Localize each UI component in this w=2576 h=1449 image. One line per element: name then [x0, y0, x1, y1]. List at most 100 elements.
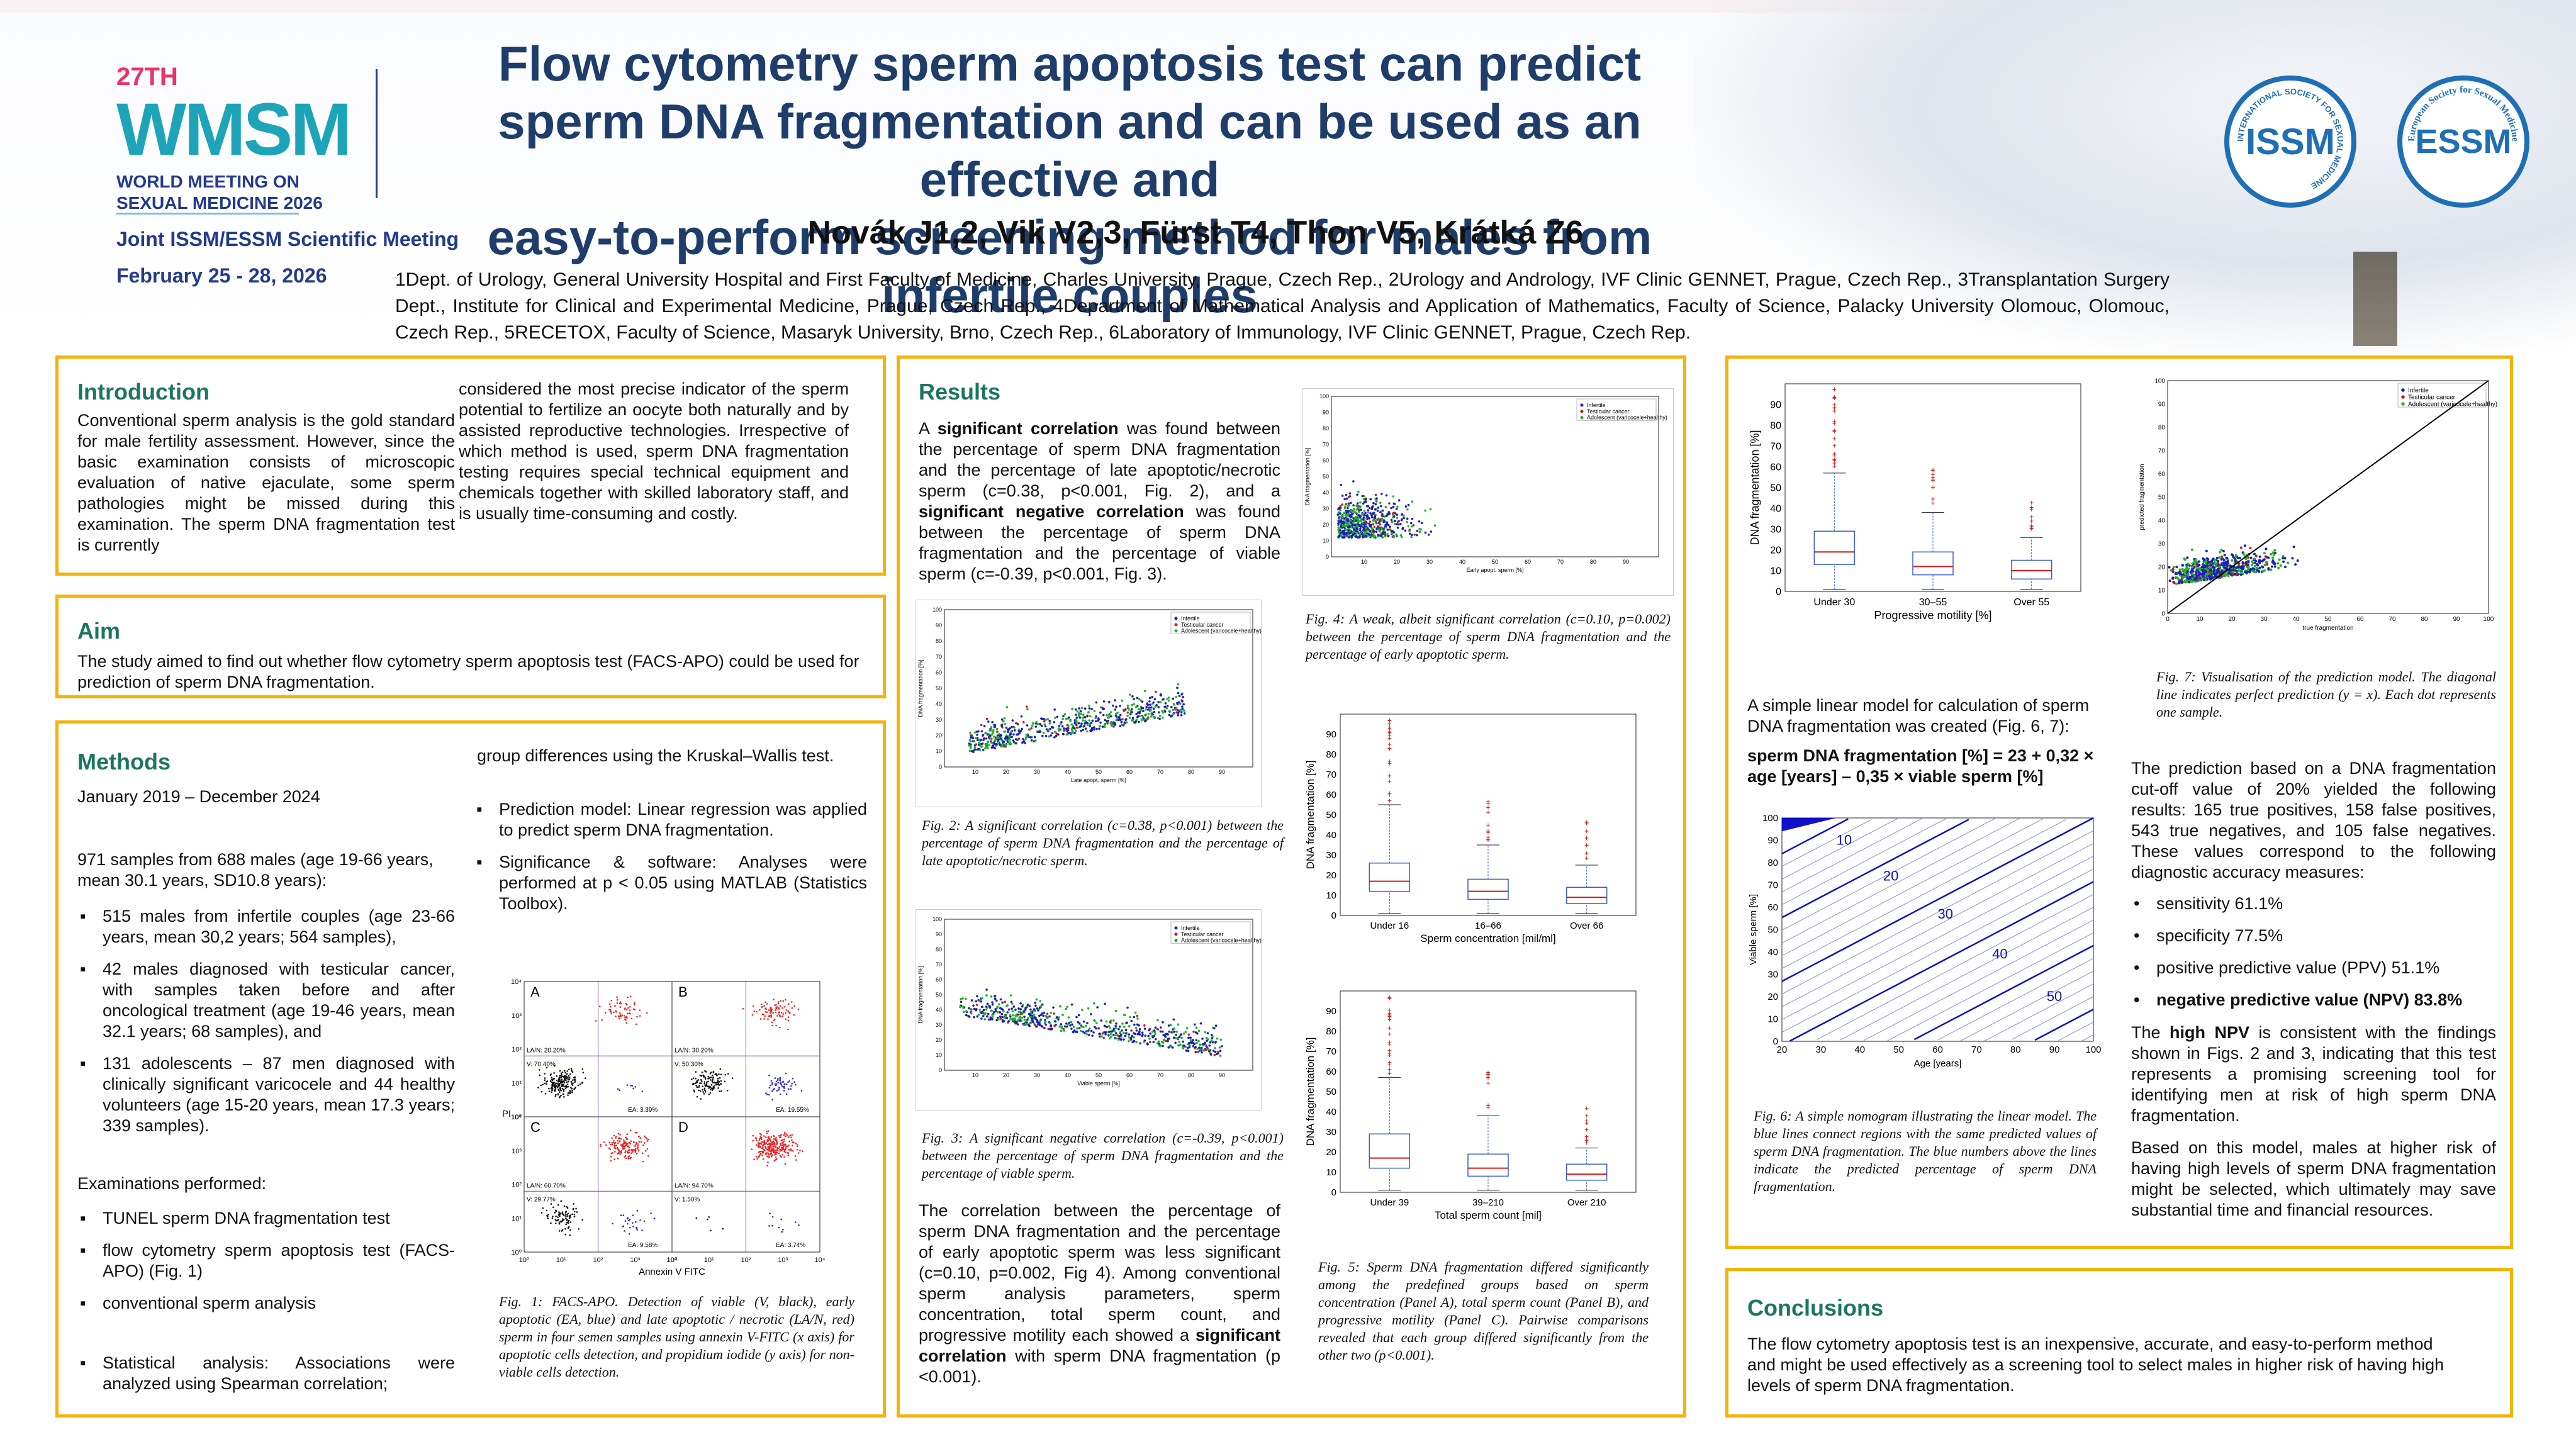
- legend-label: Infertile: [1181, 615, 1200, 622]
- data-point: [1221, 1044, 1223, 1048]
- v-gate-label: V: 1.50%: [675, 1196, 700, 1203]
- outlier: +: [1387, 1051, 1392, 1060]
- y-tick-label: 70: [1326, 1046, 1336, 1057]
- data-point: [983, 725, 986, 727]
- cell-event: [780, 1000, 782, 1002]
- cell-event: [625, 1002, 627, 1005]
- cell-event: [627, 1158, 630, 1160]
- data-point: [1011, 1010, 1014, 1012]
- data-point: [1054, 730, 1056, 733]
- data-point: [1433, 524, 1436, 527]
- data-point: [1001, 1001, 1004, 1004]
- y-tick-label: 80: [2158, 424, 2166, 431]
- cell-event: [620, 1150, 622, 1152]
- data-point: [2190, 580, 2193, 583]
- cell-event: [705, 1083, 708, 1085]
- x-tick-label: 90: [1219, 769, 1225, 775]
- cell-event: [699, 1090, 702, 1092]
- data-point: [1125, 721, 1128, 724]
- cell-event: [696, 1086, 698, 1088]
- data-point: [1348, 495, 1352, 498]
- data-point: [1341, 495, 1344, 497]
- data-point: [2188, 577, 2191, 580]
- data-point: [1065, 717, 1068, 720]
- cell-event: [785, 1143, 787, 1146]
- outlier: +: [1387, 1065, 1392, 1073]
- cell-event: [742, 1007, 744, 1010]
- data-point: [1383, 520, 1386, 522]
- cell-event: [770, 1012, 771, 1014]
- data-point: [2214, 573, 2217, 576]
- data-point: [1137, 711, 1140, 714]
- cell-event: [629, 995, 632, 997]
- outlier: +: [1486, 821, 1490, 830]
- data-point: [1368, 522, 1370, 525]
- data-point: [965, 1014, 968, 1017]
- data-point: [1021, 741, 1024, 744]
- outlier: +: [1387, 1024, 1392, 1032]
- data-point: [1039, 1005, 1042, 1008]
- data-point: [1173, 703, 1175, 706]
- data-point: [2189, 571, 2192, 574]
- data-point: [975, 743, 978, 746]
- cell-event: [777, 1001, 780, 1003]
- cell-event: [568, 1075, 570, 1077]
- data-point: [1337, 529, 1340, 531]
- cell-event: [629, 1129, 632, 1131]
- data-point: [1201, 1038, 1204, 1040]
- cell-event: [578, 1228, 580, 1230]
- data-point: [1000, 745, 1002, 748]
- outlier: +: [1486, 1073, 1490, 1082]
- data-point: [1134, 1011, 1137, 1014]
- cell-event: [720, 1083, 722, 1085]
- outlier: +: [1584, 841, 1589, 850]
- data-point: [2204, 561, 2207, 564]
- cell-event: [557, 1216, 559, 1218]
- data-point: [982, 1009, 985, 1012]
- data-point: [1005, 1017, 1009, 1019]
- cell-event: [788, 1149, 790, 1151]
- cell-event: [601, 1019, 603, 1021]
- cell-event: [628, 1155, 630, 1157]
- data-point: [1336, 513, 1340, 516]
- cell-event: [695, 1217, 698, 1219]
- cell-event: [546, 1080, 549, 1082]
- cell-event: [759, 1018, 762, 1020]
- data-point: [1362, 525, 1364, 527]
- data-point: [1141, 700, 1144, 703]
- data-point: [1395, 507, 1398, 510]
- data-point: [972, 737, 975, 740]
- y-tick-label: 40: [1323, 490, 1329, 496]
- cell-event: [765, 1147, 767, 1150]
- data-point: [1194, 1046, 1197, 1049]
- data-point: [1182, 703, 1185, 706]
- data-point: [1172, 708, 1175, 711]
- data-point: [987, 720, 990, 723]
- cell-event: [571, 1213, 573, 1216]
- data-point: [1128, 717, 1131, 719]
- data-point: [1385, 515, 1388, 518]
- data-point: [2223, 563, 2226, 566]
- data-point: [1117, 1038, 1120, 1041]
- cell-event: [792, 1144, 793, 1147]
- cell-event: [710, 1084, 713, 1086]
- prediction-model: Prediction model: Linear regression was …: [474, 799, 867, 841]
- cell-event: [778, 1087, 780, 1089]
- cell-event: [634, 1086, 637, 1088]
- data-point: [969, 731, 972, 734]
- data-point: [1080, 712, 1082, 715]
- data-point: [992, 746, 995, 749]
- cell-event: [791, 1083, 793, 1085]
- data-point: [1338, 516, 1340, 519]
- data-point: [1027, 1017, 1030, 1020]
- data-point: [1360, 518, 1363, 520]
- cell-event: [573, 1088, 575, 1090]
- cell-event: [538, 1069, 540, 1071]
- cell-event: [794, 1155, 797, 1157]
- data-point: [1022, 721, 1025, 724]
- outlier: +: [1486, 836, 1490, 844]
- cell-event: [620, 1138, 622, 1140]
- cell-event: [615, 1137, 617, 1139]
- cell-event: [556, 1083, 559, 1085]
